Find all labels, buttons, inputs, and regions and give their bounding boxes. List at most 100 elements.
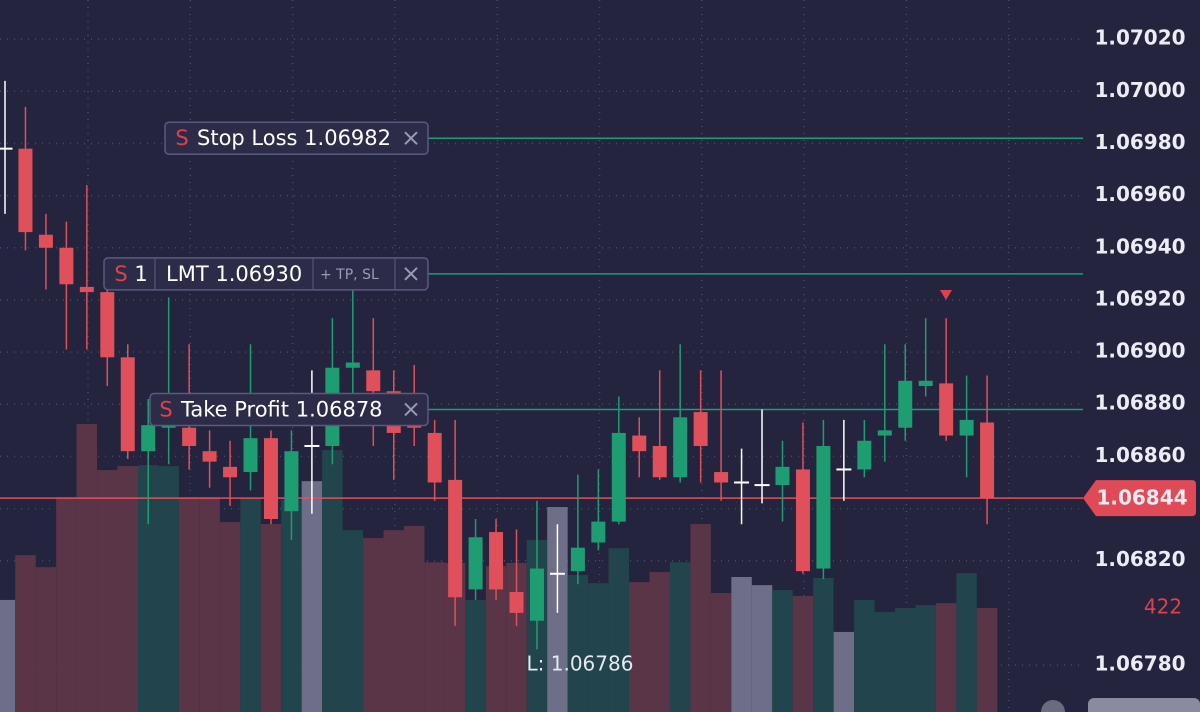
volume-bar bbox=[35, 567, 57, 712]
y-tick-label: 1.07000 bbox=[1094, 78, 1185, 102]
y-tick-label: 1.06780 bbox=[1094, 652, 1185, 676]
candle-body bbox=[38, 234, 53, 248]
volume-bar bbox=[485, 566, 507, 712]
order-side: S bbox=[159, 397, 172, 421]
candle-body bbox=[734, 481, 750, 484]
price-axis: 1.07020 1.07000 1.06980 1.06960 1.06940 1.069… bbox=[1083, 26, 1196, 676]
candle-body bbox=[836, 468, 852, 471]
volume-bar bbox=[588, 583, 609, 712]
y-tick-label: 1.06940 bbox=[1094, 234, 1185, 258]
candle-body bbox=[857, 440, 872, 470]
candle-body bbox=[570, 547, 585, 572]
order-lines bbox=[0, 137, 1083, 499]
volume-bar bbox=[874, 611, 896, 712]
order-price: 1.06982 bbox=[304, 126, 391, 150]
order-close-icon[interactable] bbox=[404, 131, 418, 145]
candle-body bbox=[120, 357, 135, 452]
candle-body bbox=[529, 568, 544, 621]
order-side: S bbox=[175, 126, 188, 150]
candle-body bbox=[775, 466, 790, 486]
candle-body bbox=[673, 417, 688, 478]
y-tick-label: 1.06960 bbox=[1094, 182, 1185, 206]
volume-bar bbox=[731, 576, 752, 712]
candle-body bbox=[304, 444, 320, 447]
volume-bar bbox=[363, 538, 384, 712]
order-text: LMT 1.06930 bbox=[166, 262, 302, 286]
candle-body bbox=[489, 532, 504, 590]
volume-bar bbox=[608, 548, 630, 712]
volume-bar bbox=[751, 585, 773, 712]
order-box bbox=[103, 257, 429, 291]
candle-body bbox=[591, 521, 606, 543]
order-extra: + TP, SL bbox=[320, 267, 379, 283]
volume-bar bbox=[260, 524, 282, 712]
y-tick-label: 1.06880 bbox=[1094, 391, 1185, 415]
volume-bar bbox=[301, 481, 323, 712]
candle-body bbox=[816, 445, 831, 569]
order-box bbox=[149, 392, 429, 427]
order-close-icon[interactable] bbox=[404, 267, 418, 281]
candle-body bbox=[79, 286, 94, 293]
volume-bar bbox=[444, 562, 466, 712]
y-tick-label: 1.06900 bbox=[1094, 339, 1185, 363]
order-side: S bbox=[114, 262, 127, 286]
volume-bar bbox=[567, 575, 589, 712]
cut-price-pill bbox=[1088, 698, 1200, 712]
volume-bar bbox=[690, 524, 711, 712]
volume-bar bbox=[465, 599, 486, 712]
order-type: Stop Loss bbox=[197, 126, 297, 150]
y-tick-label: 1.06920 bbox=[1094, 286, 1185, 310]
volume-bar bbox=[649, 572, 670, 712]
candle-body bbox=[509, 592, 524, 613]
order-close-icon[interactable] bbox=[404, 402, 418, 417]
order-text: Stop Loss 1.06982 bbox=[197, 126, 391, 150]
order-type: Take Profit bbox=[180, 397, 289, 421]
candle-body bbox=[202, 451, 217, 462]
volume-bar bbox=[0, 599, 16, 712]
order-type: LMT bbox=[166, 262, 209, 286]
volume-bar bbox=[629, 582, 650, 712]
volume-bar bbox=[424, 562, 445, 712]
volume-bar bbox=[915, 605, 936, 712]
candle-body bbox=[877, 430, 892, 436]
candle-body bbox=[223, 466, 238, 478]
candle-body bbox=[141, 425, 156, 452]
volume-bar bbox=[895, 608, 916, 712]
candle-body bbox=[284, 451, 299, 512]
candle-body bbox=[468, 537, 483, 590]
candle-body bbox=[693, 412, 708, 446]
volume-bar bbox=[342, 530, 364, 712]
candle-body bbox=[611, 432, 626, 522]
candle-body bbox=[939, 383, 954, 436]
candle-body bbox=[0, 147, 13, 150]
candle-body bbox=[448, 479, 463, 598]
volume-bar bbox=[976, 608, 998, 712]
order-quantity: 1 bbox=[134, 262, 147, 286]
volume-bar bbox=[117, 466, 138, 712]
candle-body bbox=[898, 380, 913, 428]
order-text: Take Profit 1.06878 bbox=[180, 397, 383, 421]
volume-bar bbox=[56, 497, 77, 712]
y-tick-label: 1.06860 bbox=[1094, 443, 1185, 467]
candle-body bbox=[754, 484, 770, 487]
volume-bar bbox=[199, 497, 220, 712]
candle-body bbox=[366, 370, 381, 392]
y-tick-label: 1.06980 bbox=[1094, 130, 1185, 154]
candle-layer bbox=[0, 80, 995, 650]
order-price: 1.06930 bbox=[215, 262, 302, 286]
volume-bar bbox=[281, 500, 302, 712]
low-annotation: L: 1.06786 bbox=[527, 652, 634, 676]
volume-bar bbox=[137, 465, 159, 712]
candle-body bbox=[182, 427, 197, 446]
volume-bar bbox=[833, 631, 855, 712]
candle-body bbox=[980, 422, 995, 499]
y-tick-label: 1.06820 bbox=[1094, 547, 1185, 571]
order-label: S 1 LMT 1.06930 + TP, SL bbox=[103, 257, 429, 291]
volume-bar bbox=[935, 603, 957, 712]
candle-body bbox=[795, 469, 810, 572]
order-box bbox=[164, 121, 429, 155]
candle-body bbox=[652, 445, 667, 478]
order-price: 1.06878 bbox=[296, 397, 383, 421]
volume-bar bbox=[240, 498, 261, 712]
